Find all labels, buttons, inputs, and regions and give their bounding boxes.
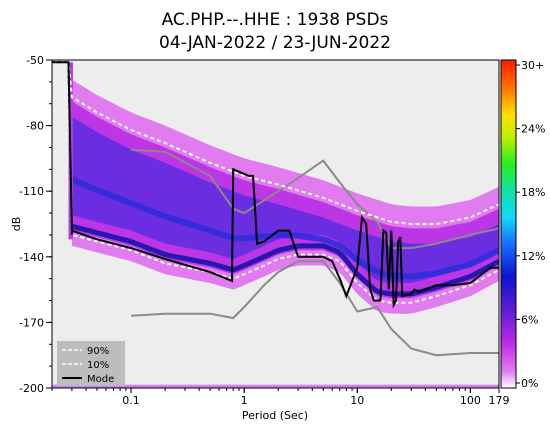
colorbar-ticks: 30+ 24% 18% 12% 6% 0% [516, 59, 545, 390]
colorbar [500, 59, 517, 389]
series-line-90-percent [52, 61, 499, 225]
colorbar-tick-label: 24% [521, 123, 545, 136]
chart-title-line1: AC.PHP.--.HHE : 1938 PSDs [162, 10, 389, 30]
colorbar-tick-label: 18% [521, 186, 545, 199]
x-tick-label: 0.1 [122, 394, 140, 407]
series-line-lower-gray [131, 260, 499, 357]
legend-label-90: 90% [87, 346, 109, 357]
x-tick-label: 100 [460, 394, 481, 407]
psd-density [52, 61, 499, 388]
y-tick-label: -50 [26, 54, 44, 67]
y-axis: -50 -80 -110 -140 -170 -200 [19, 54, 52, 395]
y-tick-label: -140 [19, 251, 44, 264]
colorbar-tick-label: 30+ [521, 59, 544, 72]
series-layer [52, 61, 499, 357]
psd-density-bottom-strip [52, 384, 499, 388]
x-tick-label: 10 [350, 394, 364, 407]
y-axis-label: dB [10, 217, 23, 232]
y-tick-label: -170 [19, 316, 44, 329]
colorbar-tick-label: 0% [521, 377, 538, 390]
series-line-upper-gray [131, 148, 499, 250]
chart-title-line2: 04-JAN-2022 / 23-JUN-2022 [159, 33, 391, 53]
psd-density-ridge [70, 176, 499, 280]
y-tick-label: -80 [26, 120, 44, 133]
series-line-mode [52, 61, 499, 309]
series-line-10-percent [67, 68, 499, 304]
legend-label-mode: Mode [87, 374, 114, 385]
y-tick-label: -200 [19, 382, 44, 395]
legend: 90% 10% Mode [57, 341, 125, 386]
legend-label-10: 10% [87, 360, 109, 371]
plot-frame [51, 59, 500, 389]
y-tick-label: -110 [19, 185, 44, 198]
x-axis: 0.1 1 10 100 179 [51, 388, 510, 407]
x-tick-label: 179 [489, 394, 510, 407]
colorbar-tick-label: 6% [521, 313, 538, 326]
x-tick-label: 1 [241, 394, 248, 407]
series-line-left-edge [52, 61, 73, 235]
x-axis-label: Period (Sec) [242, 409, 308, 422]
colorbar-tick-label: 12% [521, 250, 545, 263]
